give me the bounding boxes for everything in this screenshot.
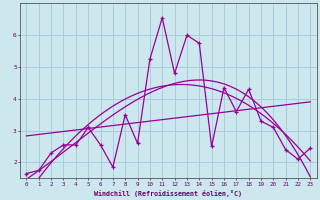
X-axis label: Windchill (Refroidissement éolien,°C): Windchill (Refroidissement éolien,°C) xyxy=(94,190,243,197)
